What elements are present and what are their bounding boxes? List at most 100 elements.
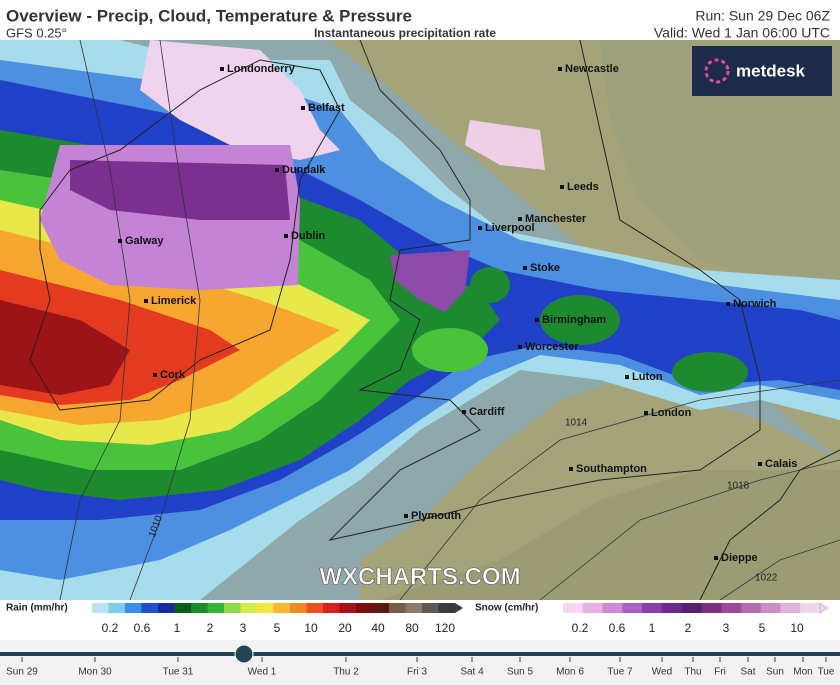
timeline-label[interactable]: Sat 4: [460, 667, 484, 678]
city-marker: [758, 462, 762, 466]
timeline-label[interactable]: Wed: [652, 667, 672, 678]
legend-swatch: [290, 603, 307, 613]
timeline-label[interactable]: Sat: [740, 667, 755, 678]
timeline-label[interactable]: Mon 30: [78, 667, 112, 678]
legend-swatch: [563, 603, 584, 613]
legend-label: 0.6: [609, 621, 626, 635]
legend-swatch: [389, 603, 406, 613]
timeline-label[interactable]: Sun 29: [6, 667, 38, 678]
city-marker: [625, 375, 629, 379]
city-label: Cork: [160, 369, 186, 381]
legend-swatch: [191, 603, 208, 613]
legend-swatch: [405, 603, 423, 613]
timeline-label[interactable]: Thu: [684, 667, 701, 678]
legend-swatch: [240, 603, 258, 613]
timeline-label[interactable]: Fri 3: [407, 667, 427, 678]
timeline-label[interactable]: Sun: [766, 667, 784, 678]
legend-label: 2: [685, 621, 692, 635]
legend-swatch: [780, 603, 801, 613]
timeline-label[interactable]: Wed 1: [248, 667, 277, 678]
legend-swatch: [108, 603, 126, 613]
legend-label: 5: [759, 621, 766, 635]
timeline-label[interactable]: Tue 7: [607, 667, 633, 678]
logo-box: [692, 46, 832, 96]
city-label: Plymouth: [411, 510, 461, 522]
legend-swatch: [721, 603, 742, 613]
legend-swatch: [760, 603, 781, 613]
isobar: [129, 39, 201, 601]
city-labels: Londonderry Belfast Newcastle Dundalk Leeds M…: [118, 63, 797, 564]
coast-ireland: [29, 59, 341, 411]
city-label: Leeds: [567, 181, 599, 193]
city-marker: [560, 185, 564, 189]
precip-cell: [470, 267, 510, 303]
snow-light: [140, 40, 340, 160]
model: GFS 0.25°: [6, 25, 67, 40]
city-marker: [153, 373, 157, 377]
legend-title: Snow (cm/hr): [475, 603, 538, 614]
legend: 0.2 0.6 1 2 3 5 10 20 40 80 120 0.2 0.6 1 2 3 5 10: [92, 602, 829, 635]
watermark: WXCHARTS.COM: [319, 563, 520, 590]
city-marker: [714, 556, 718, 560]
city-marker: [726, 302, 730, 306]
legend-swatch: [158, 603, 175, 613]
city-label: Cardiff: [469, 406, 505, 418]
coast-france: [699, 449, 840, 601]
city-label: Dublin: [291, 230, 325, 242]
title: Overview - Precip, Cloud, Temperature & …: [6, 6, 412, 25]
legend-label: 0.6: [134, 621, 151, 635]
run: Run: Sun 29 Dec 06Z: [695, 8, 830, 24]
legend-label: 3: [240, 621, 247, 635]
timeline-label[interactable]: Thu 2: [333, 667, 359, 678]
timeline-label[interactable]: Mon 6: [556, 667, 584, 678]
timeline-label[interactable]: Tue 31: [163, 667, 194, 678]
isobar-label: 1014: [565, 418, 588, 429]
city-label: Dundalk: [282, 164, 326, 176]
city-label: Liverpool: [485, 222, 535, 234]
city-marker: [518, 217, 522, 221]
logo-text: metdesk: [736, 61, 806, 80]
timeline-label[interactable]: Sun 5: [507, 667, 534, 678]
coast-gb: [328, 39, 761, 541]
timeline-label[interactable]: Fri: [714, 667, 726, 678]
city-marker: [220, 67, 224, 71]
map: 1014 1018 1010 1022 LondonderryBelfastNe…: [0, 39, 840, 601]
city-marker: [644, 411, 648, 415]
timeline-label[interactable]: Mon: [793, 667, 812, 678]
city-label: Birmingham: [542, 314, 606, 326]
legend-swatch: [582, 603, 604, 613]
subtitle: Instantaneous precipitation rate: [314, 26, 496, 40]
city-label: Dieppe: [721, 552, 758, 564]
city-label: Southampton: [576, 463, 647, 475]
city-label: Calais: [765, 458, 797, 470]
legend-swatch: [681, 603, 702, 613]
precip-darkred: [0, 300, 130, 395]
legend-swatch: [141, 603, 159, 613]
logo-icon: [704, 58, 730, 84]
timeline-handle[interactable]: [234, 644, 254, 664]
legend-swatch: [273, 603, 291, 613]
legend-label: 5: [274, 621, 281, 635]
isobar: [719, 539, 840, 601]
legend-swatch: [356, 603, 373, 613]
legend-label: 10: [304, 621, 318, 635]
valid: Valid: Wed 1 Jan 06:00 UTC: [654, 25, 830, 41]
legend-swatch: [642, 603, 663, 613]
legend-label: 0.2: [572, 621, 589, 635]
city-label: Newcastle: [565, 63, 619, 75]
city-label: Stoke: [530, 262, 560, 274]
legend-label: 3: [723, 621, 730, 635]
legend-label: 40: [371, 621, 385, 635]
city-marker: [518, 345, 522, 349]
legend-swatch: [438, 603, 456, 613]
legend-swatch: [323, 603, 340, 613]
isobar-label: 1018: [727, 481, 750, 492]
legend-swatch: [740, 603, 762, 613]
city-marker: [569, 467, 573, 471]
city-marker: [535, 318, 539, 322]
isobar: [539, 459, 840, 601]
legend-swatch: [339, 603, 357, 613]
timeline-label[interactable]: Tue: [818, 667, 835, 678]
legend-swatch: [800, 603, 821, 613]
